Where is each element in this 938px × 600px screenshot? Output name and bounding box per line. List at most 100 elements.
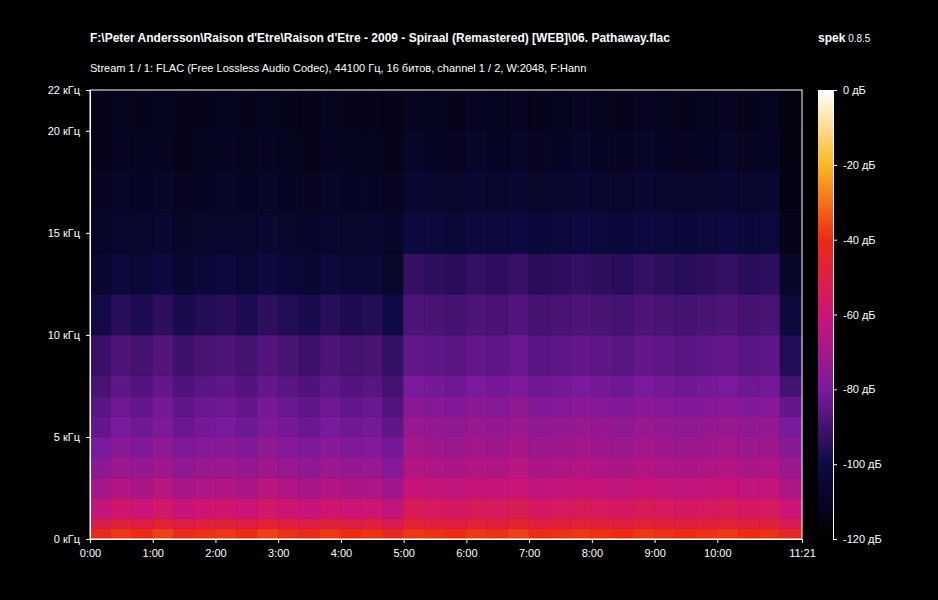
cell <box>675 294 696 335</box>
cell <box>341 519 362 529</box>
cell <box>571 335 592 376</box>
cell <box>529 172 550 213</box>
cell <box>111 437 132 457</box>
cell <box>362 417 383 437</box>
cell <box>571 90 592 131</box>
cell <box>111 172 132 213</box>
cell <box>153 478 174 498</box>
cell <box>780 396 802 416</box>
cell <box>90 376 111 396</box>
cell <box>111 212 132 253</box>
cell <box>529 417 550 437</box>
cell <box>738 90 759 131</box>
tick-label: 11:21 <box>789 547 816 559</box>
cell <box>655 478 676 498</box>
cell <box>550 376 571 396</box>
cell <box>425 376 446 396</box>
tick-label: 8:00 <box>582 547 603 559</box>
cell <box>320 396 341 416</box>
cell <box>111 335 132 376</box>
cell <box>425 417 446 437</box>
cell <box>445 437 466 457</box>
cell <box>215 335 236 376</box>
cell <box>592 529 613 539</box>
tick-label: -120 дБ <box>843 533 882 545</box>
cell <box>425 172 446 213</box>
cell <box>132 457 153 477</box>
cell <box>571 253 592 294</box>
cell <box>655 294 676 335</box>
cell <box>383 498 404 518</box>
cell <box>111 376 132 396</box>
cell <box>529 376 550 396</box>
cell <box>508 172 529 213</box>
cell <box>445 396 466 416</box>
cell <box>487 376 508 396</box>
cell <box>445 335 466 376</box>
cell <box>90 417 111 437</box>
cell <box>383 457 404 477</box>
cell <box>236 253 257 294</box>
cell <box>404 131 425 172</box>
cell <box>675 417 696 437</box>
cell <box>592 294 613 335</box>
cell <box>132 294 153 335</box>
tick: -20 дБ <box>833 159 876 171</box>
cell <box>278 396 299 416</box>
cell <box>592 478 613 498</box>
cell <box>759 335 780 376</box>
cell <box>257 529 278 539</box>
cell <box>529 131 550 172</box>
cell <box>634 253 655 294</box>
cell <box>404 529 425 539</box>
cell <box>362 478 383 498</box>
cell <box>341 396 362 416</box>
x-axis: 0:001:002:003:004:005:006:007:008:009:00… <box>80 539 816 559</box>
cell <box>341 253 362 294</box>
cell <box>592 253 613 294</box>
software: spek 0.8.5 <box>818 31 871 45</box>
cell <box>425 437 446 457</box>
cell <box>383 212 404 253</box>
cell <box>445 478 466 498</box>
cell <box>425 396 446 416</box>
tick-label: 15 кГц <box>48 227 81 239</box>
cell <box>634 131 655 172</box>
cell <box>299 457 320 477</box>
cell <box>90 253 111 294</box>
tick-label: 0 кГц <box>54 533 81 545</box>
cell <box>655 437 676 457</box>
cell <box>613 417 634 437</box>
cell <box>236 90 257 131</box>
cell <box>320 172 341 213</box>
cell <box>383 519 404 529</box>
cell <box>466 253 487 294</box>
tick: 15 кГц <box>48 227 90 239</box>
cell <box>487 529 508 539</box>
cell <box>487 437 508 457</box>
cell <box>634 478 655 498</box>
cell <box>717 396 738 416</box>
cell <box>696 131 717 172</box>
cell <box>634 376 655 396</box>
tick-mark <box>529 539 530 543</box>
cell <box>257 437 278 457</box>
cell <box>215 529 236 539</box>
cell <box>215 498 236 518</box>
cell <box>257 376 278 396</box>
cell <box>529 294 550 335</box>
cell <box>696 335 717 376</box>
cell <box>425 519 446 529</box>
cell <box>132 529 153 539</box>
cell <box>299 498 320 518</box>
cell <box>550 519 571 529</box>
cell <box>655 131 676 172</box>
cell <box>592 437 613 457</box>
cell <box>571 457 592 477</box>
color-axis: 0 дБ-20 дБ-40 дБ-60 дБ-80 дБ-100 дБ-120 … <box>833 84 882 545</box>
cell <box>278 519 299 529</box>
cell <box>425 253 446 294</box>
cell <box>257 172 278 213</box>
cell <box>362 212 383 253</box>
cell <box>571 376 592 396</box>
